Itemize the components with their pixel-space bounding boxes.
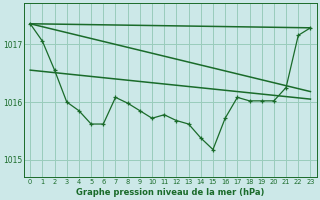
X-axis label: Graphe pression niveau de la mer (hPa): Graphe pression niveau de la mer (hPa) [76,188,265,197]
